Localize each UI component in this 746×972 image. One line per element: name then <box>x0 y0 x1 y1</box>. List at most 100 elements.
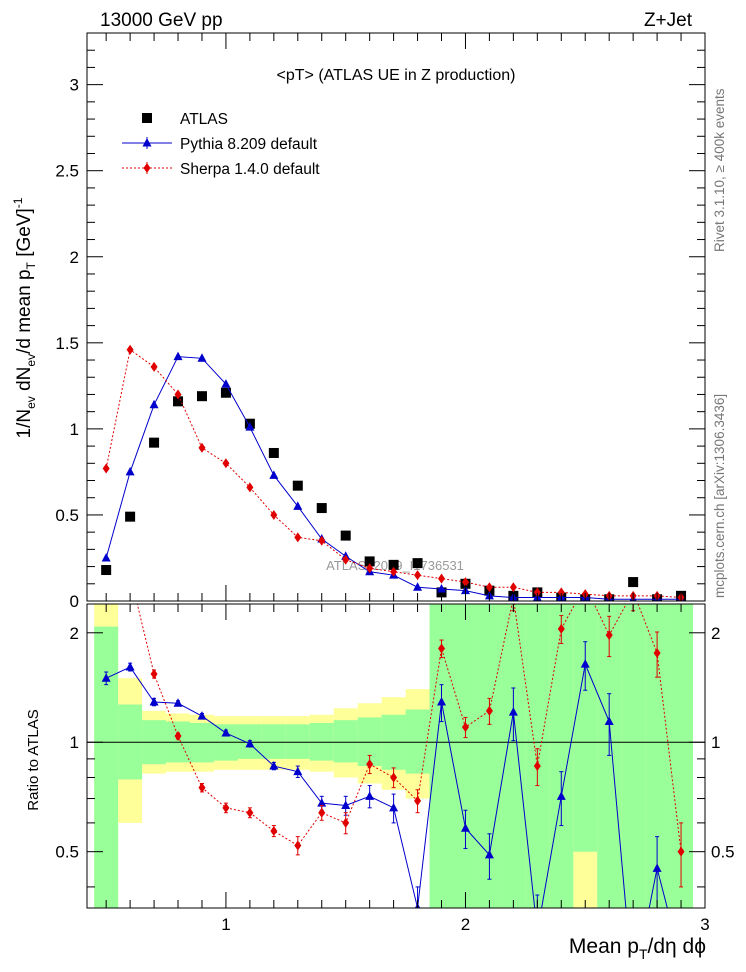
ratio-point-triangle <box>317 798 327 807</box>
mcplots-label: mcplots.cern.ch [arXiv:1306.3436] <box>712 394 727 598</box>
data-point-diamond <box>414 570 422 581</box>
band-inner <box>285 724 310 759</box>
x-tick-label: 1 <box>221 915 230 934</box>
data-point-diamond <box>461 577 469 588</box>
top-ylabel-sub-ev2: ev <box>24 354 38 367</box>
band-inner <box>501 604 526 908</box>
data-point-diamond <box>318 535 326 546</box>
data-point-square <box>149 437 160 448</box>
data-point-square <box>125 511 136 522</box>
data-point-diamond <box>102 463 110 474</box>
x-axis-label-text: Mean p <box>569 935 639 958</box>
data-point-diamond <box>366 563 374 574</box>
data-point-diamond <box>557 587 565 598</box>
ratio-point-diamond <box>461 722 469 733</box>
ratio-point-triangle <box>652 863 662 872</box>
data-point-triangle <box>125 466 135 476</box>
ratio-tick-label-left: 2 <box>70 624 79 643</box>
legend-marker-triangle <box>142 138 152 147</box>
data-point-triangle <box>197 353 207 362</box>
top-ylabel-text: 1/N <box>14 409 35 439</box>
data-point-triangle <box>437 583 447 593</box>
ratio-point-diamond <box>342 817 350 828</box>
band-inner <box>261 724 286 759</box>
data-point-diamond <box>294 532 302 543</box>
legend-label: Sherpa 1.4.0 default <box>180 161 320 178</box>
ratio-series-diamond <box>136 580 685 888</box>
ratio-point-diamond <box>557 623 565 634</box>
legend: ATLAS Pythia 8.209 default Sherpa 1.4.0 de… <box>122 111 320 178</box>
data-point-diamond <box>270 509 278 520</box>
ratio-point-diamond <box>485 705 493 716</box>
data-point-diamond <box>174 389 182 400</box>
ratio-point-diamond <box>414 795 422 806</box>
data-point-diamond <box>438 573 446 584</box>
data-point-diamond <box>390 566 398 577</box>
data-point-square <box>292 480 303 491</box>
data-point-triangle <box>149 399 159 409</box>
band-inner <box>477 604 502 908</box>
ratio-point-triangle <box>197 711 207 720</box>
band-inner <box>669 604 694 908</box>
ratio-point-diamond <box>582 580 589 590</box>
ratio-point-diamond <box>174 731 182 742</box>
ratio-point-diamond <box>677 846 685 857</box>
top-ylabel-sub-t: T <box>24 261 38 269</box>
x-tick-label: 2 <box>461 915 470 934</box>
ratio-point-diamond <box>605 630 613 641</box>
data-point-square <box>101 565 112 576</box>
data-point-diamond <box>485 582 493 593</box>
ratio-point-diamond <box>294 840 302 851</box>
ratio-point-triangle <box>221 728 231 737</box>
ratio-point-triangle <box>125 662 135 671</box>
data-point-square <box>220 387 231 398</box>
legend-label: Pythia 8.209 default <box>180 136 318 153</box>
y-tick-label: 3 <box>70 76 79 95</box>
data-point-square <box>412 558 423 569</box>
ratio-tick-label-right: 0.5 <box>711 843 735 862</box>
ratio-point-diamond <box>390 772 398 783</box>
data-point-diamond <box>246 482 254 493</box>
y-tick-label: 2.5 <box>55 162 79 181</box>
ratio-point-triangle <box>173 698 183 707</box>
rivet-label: Rivet 3.1.10, ≥ 400k events <box>712 88 727 252</box>
data-point-square <box>388 559 399 570</box>
ratio-point-triangle <box>556 791 566 800</box>
x-axis-label: Mean pT/dη dϕ <box>569 935 706 962</box>
x-tick-label: 3 <box>700 915 709 934</box>
band-inner <box>429 604 454 908</box>
top-panel-axis: 0 0.5 1 1.5 2 2.5 3 <box>55 49 705 611</box>
x-axis-label-rest: /dη dϕ <box>648 935 706 958</box>
band-inner <box>333 720 358 763</box>
y-tick-label: 0 <box>70 592 79 611</box>
ratio-point-triangle <box>460 823 470 832</box>
top-ylabel-text3: /d mean p <box>14 269 35 354</box>
ratio-point-triangle <box>365 791 375 800</box>
ratio-tick-label-left: 1 <box>70 733 79 752</box>
ratio-point-triangle <box>580 659 590 668</box>
ratio-point-diamond <box>198 782 206 793</box>
ratio-point-diamond <box>653 647 661 658</box>
legend-marker-atlas <box>142 113 152 123</box>
ratio-point-triangle <box>508 707 518 716</box>
y-tick-label: 0.5 <box>55 506 79 525</box>
top-panel-title: <pT> (ATLAS UE in Z production) <box>277 67 516 84</box>
data-point-triangle <box>245 422 255 431</box>
band-inner <box>549 604 574 908</box>
ratio-ylabel: Ratio to ATLAS <box>25 709 42 810</box>
ratio-point-triangle <box>245 738 255 748</box>
ratio-point-triangle <box>437 697 447 706</box>
band-inner <box>597 604 622 908</box>
ratio-bands <box>94 604 694 908</box>
ratio-point-triangle <box>149 697 159 706</box>
data-point-diamond <box>150 361 158 372</box>
ratio-point-triangle <box>484 849 494 859</box>
data-point-triangle <box>101 552 111 562</box>
ratio-point-diamond <box>270 825 278 836</box>
data-point-diamond <box>222 458 230 469</box>
top-panel-series <box>101 344 687 601</box>
ratio-point-triangle <box>604 716 614 726</box>
band-inner <box>525 604 550 908</box>
top-ylabel-unit: [GeV] <box>14 208 35 262</box>
